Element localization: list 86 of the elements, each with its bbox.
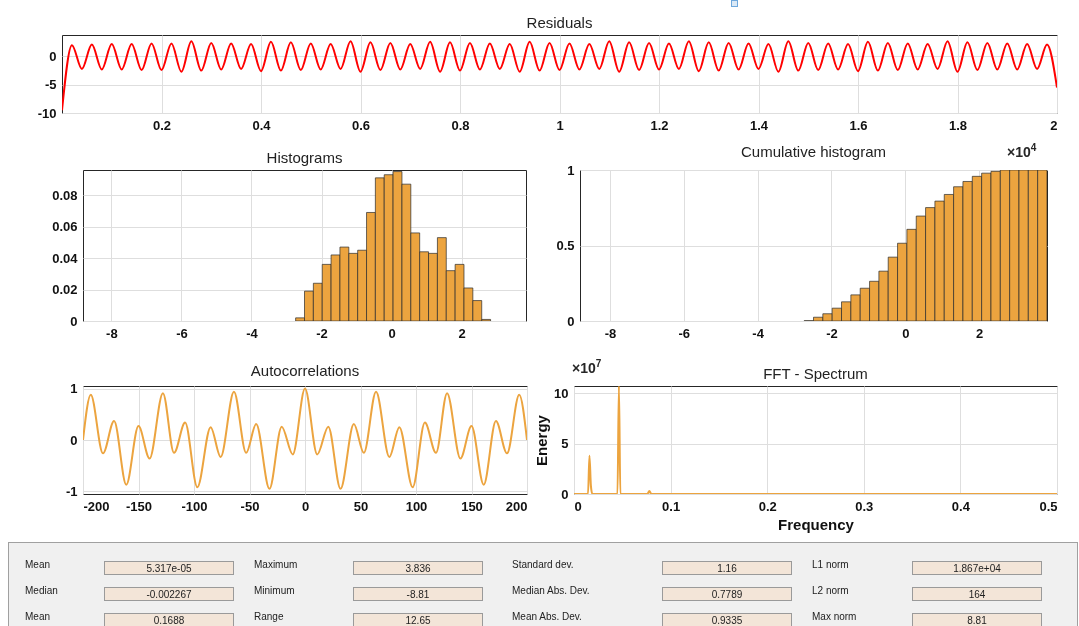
text: ×10$^{4}$ [1007, 142, 1038, 160]
x-tick-label: 0.4 [951, 498, 971, 514]
text: Max norm [812, 611, 857, 622]
x-tick-label: 2 [458, 325, 466, 341]
text: 1.16 [662, 561, 792, 575]
text: 3.836 [353, 561, 483, 575]
x-tick-label: -6 [176, 325, 188, 341]
x-axis-title: Frequency [778, 515, 855, 533]
chart-title: Autocorrelations [250, 361, 360, 379]
x-tick-label: -150 [125, 498, 153, 514]
text: 0.1688 [104, 613, 234, 626]
y-tick-label: 1 [567, 162, 575, 178]
text: 12.65 [353, 613, 483, 626]
x-tick-label: 50 [353, 498, 369, 514]
x-tick-label: 0.3 [855, 498, 874, 514]
x-tick-label: 2 [976, 325, 984, 341]
chart-title: Residuals [526, 14, 593, 31]
y-tick-label: 0.06 [52, 219, 78, 235]
x-tick-label: -2 [316, 325, 328, 341]
text: 164 [912, 587, 1042, 601]
x-tick-label: 0.2 [758, 498, 777, 514]
line-series [574, 386, 1057, 494]
text: Minimum [254, 585, 295, 596]
chart-title: Histograms [266, 149, 343, 166]
y-tick-label: 0.02 [52, 282, 78, 298]
x-tick-label: 200 [505, 498, 528, 514]
text: 0.7789 [662, 587, 792, 601]
y-axis-title: Energy [533, 414, 551, 466]
x-tick-label: 0.1 [662, 498, 681, 514]
text: Range [254, 611, 284, 622]
x-tick-label: 0.6 [351, 117, 371, 133]
x-tick-label: 100 [405, 498, 428, 514]
x-tick-label: -6 [678, 325, 691, 341]
x-tick-label: -200 [83, 498, 110, 514]
x-tick-label: -8 [604, 325, 617, 341]
text: -0.002267 [104, 587, 234, 601]
text: L2 norm [812, 585, 849, 596]
y-tick-label: 0 [567, 313, 575, 329]
y-tick-label: 0 [70, 432, 78, 448]
x-tick-label: 0 [902, 325, 910, 341]
text: 1.867e+04 [912, 561, 1042, 575]
x-tick-label: 0.8 [451, 117, 470, 133]
y-tick-label: 0.08 [52, 187, 78, 203]
y-tick-label: 10 [554, 385, 569, 401]
y-tick-label: 0 [70, 313, 78, 329]
text: 8.81 [912, 613, 1042, 626]
x-tick-label: -8 [106, 325, 118, 341]
x-tick-label: 0.5 [1039, 498, 1058, 514]
x-tick-label: 1.2 [650, 117, 669, 133]
y-tick-label: -10 [37, 105, 57, 121]
text: Median [25, 585, 58, 596]
x-tick-label: -50 [240, 498, 260, 514]
chart-title: FFT - Spectrum [763, 365, 868, 382]
y-tick-label: 1 [70, 381, 78, 397]
x-tick-label: -100 [181, 498, 208, 514]
text: Mean [25, 559, 51, 570]
x-tick-label: 1.6 [849, 117, 868, 133]
y-tick-label: 0 [49, 48, 57, 64]
y-tick-label: 5 [561, 436, 569, 452]
x-tick-label: 1.4 [749, 117, 769, 133]
text: 0.9335 [662, 613, 792, 626]
y-tick-label: -1 [65, 483, 78, 499]
x-tick-label: -2 [826, 325, 838, 341]
text: Median Abs. Dev. [512, 585, 590, 596]
text: Mean [25, 611, 51, 622]
text: Maximum [254, 559, 298, 570]
text: Standard dev. [512, 559, 574, 570]
text: Mean Abs. Dev. [512, 611, 582, 622]
x-tick-label: -4 [246, 325, 259, 341]
text: ×10$^{7}$ [572, 358, 602, 376]
text: -8.81 [353, 587, 483, 601]
y-tick-label: 0.5 [556, 238, 575, 253]
text: 5.317e-05 [104, 561, 234, 575]
x-tick-label: 2 [1050, 117, 1058, 133]
x-tick-label: 0.4 [252, 117, 272, 133]
x-tick-label: -4 [752, 325, 765, 341]
x-tick-label: 1.8 [948, 117, 968, 133]
y-tick-label: 0.04 [52, 250, 79, 266]
y-tick-label: 0 [561, 486, 569, 502]
text: L1 norm [812, 559, 849, 570]
x-tick-label: 0 [301, 498, 310, 514]
x-tick-label: 150 [461, 498, 483, 514]
chart-title: Cumulative histogram [740, 143, 887, 160]
x-tick-label: 0 [388, 325, 396, 341]
y-tick-label: -5 [44, 77, 57, 93]
x-tick-label: 0.2 [152, 117, 172, 133]
